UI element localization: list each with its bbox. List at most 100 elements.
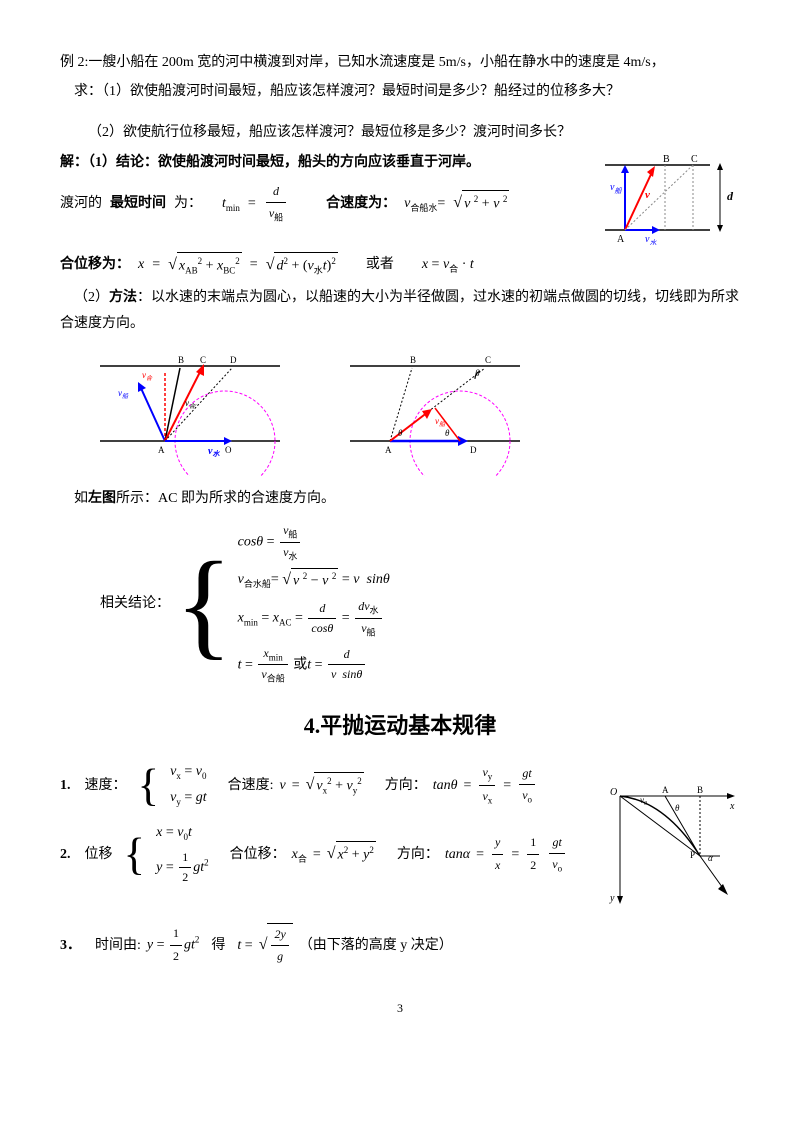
river-diagram-1: B C A v船 v v水 d <box>595 150 740 245</box>
svg-text:v船: v船 <box>118 388 129 400</box>
eq-1: = <box>248 191 256 216</box>
eq-tan: = <box>464 773 472 798</box>
eq-tana: = <box>476 842 484 867</box>
eq-costheta: cosθ = v船v水 <box>238 521 390 564</box>
svg-text:A: A <box>662 785 669 795</box>
svg-text:y: y <box>609 893 615 904</box>
v-var: v <box>280 773 286 798</box>
tan-alpha: tanα <box>445 842 470 867</box>
conclusion-label: 相关结论： <box>100 591 170 616</box>
svg-text:C: C <box>200 355 206 365</box>
item1-label: 速度： <box>85 773 127 798</box>
svg-text:P: P <box>690 850 695 860</box>
conclusions-brace: 相关结论： { cosθ = v船v水 v合水船= v 2 − v 2 = v … <box>100 521 740 686</box>
river-diagrams-methods: B C D A O v船 v合 v合' v水 B C A <box>60 346 560 476</box>
page-number: 3 <box>60 998 740 1020</box>
conclusion-1: （1）结论：欲使船渡河时间最短，船头的方向应该垂直于河岸。 <box>88 155 480 170</box>
sqrt-2yg: 2yg <box>259 923 293 968</box>
frac-vy-vx: vyvx <box>479 762 495 808</box>
svg-text:A: A <box>617 234 625 245</box>
t-eq: t = <box>237 933 252 958</box>
eq-t: t = xminv合船 或t = dv sinθ <box>238 644 390 687</box>
svg-text:D: D <box>230 355 237 365</box>
example-title: 例 2:一艘小船在 200m 宽的河中横渡到对岸，已知水流速度是 5m/s，小船… <box>60 50 740 75</box>
item2-dir-label: 方向： <box>397 842 439 867</box>
lf-bold: 左图 <box>88 491 116 506</box>
svg-text:B: B <box>410 355 416 365</box>
svg-text:v船: v船 <box>610 182 622 195</box>
t-min-var: tmin <box>222 191 240 216</box>
item2-num: 2. <box>60 842 71 867</box>
brace-3-icon: { <box>124 832 146 877</box>
x-vhe-t: x = v合 · t <box>422 252 474 277</box>
diagram-1: B C A v船 v v水 d <box>595 150 740 245</box>
item2-label: 位移 <box>85 842 113 867</box>
svg-text:v水: v水 <box>208 446 220 458</box>
section-4-title: 4.平抛运动基本规律 <box>60 706 740 746</box>
frac-gt-vo2: gtvo <box>549 832 565 877</box>
sqrt-vxvy: vx2 + vy2 <box>306 771 364 800</box>
min-time-formula: 渡河的最短时间为： tmin = d v船 合速度为： v合船水= v 2 + … <box>60 181 585 226</box>
tan-theta: tanθ <box>433 773 458 798</box>
lf-prefix: 如 <box>74 491 88 506</box>
svg-text:A: A <box>158 445 165 455</box>
brace-content: cosθ = v船v水 v合水船= v 2 − v 2 = v sinθ xmi… <box>238 521 390 686</box>
svg-text:v船: v船 <box>435 416 446 428</box>
frac-y-x: yx <box>492 832 503 876</box>
disp-label: 合位移为： <box>60 252 130 277</box>
svg-text:d: d <box>727 189 734 203</box>
svg-text:O: O <box>225 445 232 455</box>
svg-text:C: C <box>691 154 698 165</box>
min-time-bold: 最短时间 <box>110 191 166 216</box>
frac-d-vboat: d v船 <box>266 181 286 226</box>
item3-num: 3． <box>60 933 81 958</box>
sqrt-vv: v 2 + v 2 <box>453 189 509 218</box>
item1-dir-label: 方向： <box>385 773 427 798</box>
svg-text:v0: v0 <box>640 795 647 807</box>
svg-text:B: B <box>663 154 670 165</box>
left-brace-icon: { <box>175 544 233 664</box>
eq-vhe: v合水船= v 2 − v 2 = v sinθ <box>238 567 390 593</box>
eq-xhe: = <box>313 842 321 867</box>
item1-combined-label: 合速度: <box>228 773 274 798</box>
sqrt-xy: x2 + y2 <box>327 840 376 869</box>
y-eq: y = 12gt2 <box>147 923 200 967</box>
m2-prefix: （2） <box>74 290 109 305</box>
svg-text:α: α <box>708 853 713 863</box>
lf-text: 所示：AC 即为所求的合速度方向。 <box>116 491 335 506</box>
min-time-suf: 为： <box>174 191 202 216</box>
q1-text: （1）欲使船渡河时间最短，船应该怎样渡河？最短时间是多少？船经过的位移多大？ <box>102 84 620 99</box>
question-1: 求：（1）欲使船渡河时间最短，船应该怎样渡河？最短时间是多少？船经过的位移多大？ <box>60 79 740 104</box>
sqrt-xab-xbc: xAB2 + xBC2 <box>168 251 242 280</box>
svg-text:A: A <box>385 445 392 455</box>
svg-text:v: v <box>645 189 650 201</box>
xhe-var: x合 <box>292 842 307 867</box>
item-1: 1. 速度： { vx = v0 vy = gt 合速度: v= vx2 + v… <box>60 761 595 810</box>
svg-text:C: C <box>485 355 491 365</box>
svg-text:x: x <box>729 801 735 812</box>
sqrt-d-vwt: d2 + (v水t)2 <box>266 251 338 280</box>
answer-label: 解： <box>60 155 88 170</box>
svg-text:B: B <box>697 785 703 795</box>
svg-text:v水: v水 <box>645 234 657 245</box>
x-var: x <box>138 252 144 277</box>
item1-num: 1. <box>60 773 71 798</box>
item3-label: 时间由: <box>95 933 141 958</box>
combined-disp-formula: 合位移为： x = xAB2 + xBC2 = d2 + (v水t)2 或者 x… <box>60 251 740 280</box>
method-2: （2）方法：以水速的末端点为圆心，以船速的大小为半径做圆，过水速的初端点做圆的切… <box>60 285 740 335</box>
svg-text:v合: v合 <box>142 370 153 382</box>
svg-text:B: B <box>178 355 184 365</box>
eq-3: = <box>250 252 258 277</box>
frac-gt-vo: gtvo <box>519 763 535 808</box>
item2-combined-label: 合位移： <box>230 842 286 867</box>
svg-text:θ: θ <box>398 428 403 438</box>
eq-tana2: = <box>511 842 519 867</box>
min-time-prefix: 渡河的 <box>60 191 102 216</box>
eq-tan2: = <box>503 773 511 798</box>
or-label: 或者 <box>366 252 394 277</box>
left-fig-text: 如左图所示：AC 即为所求的合速度方向。 <box>60 486 740 511</box>
frac-half: 12 <box>527 832 539 876</box>
item3-note: （由下落的高度 y 决定） <box>299 933 453 958</box>
v-combined: v合船水= <box>404 191 445 216</box>
item-3: 3． 时间由: y = 12gt2 得 t = 2yg （由下落的高度 y 决定… <box>60 923 740 968</box>
